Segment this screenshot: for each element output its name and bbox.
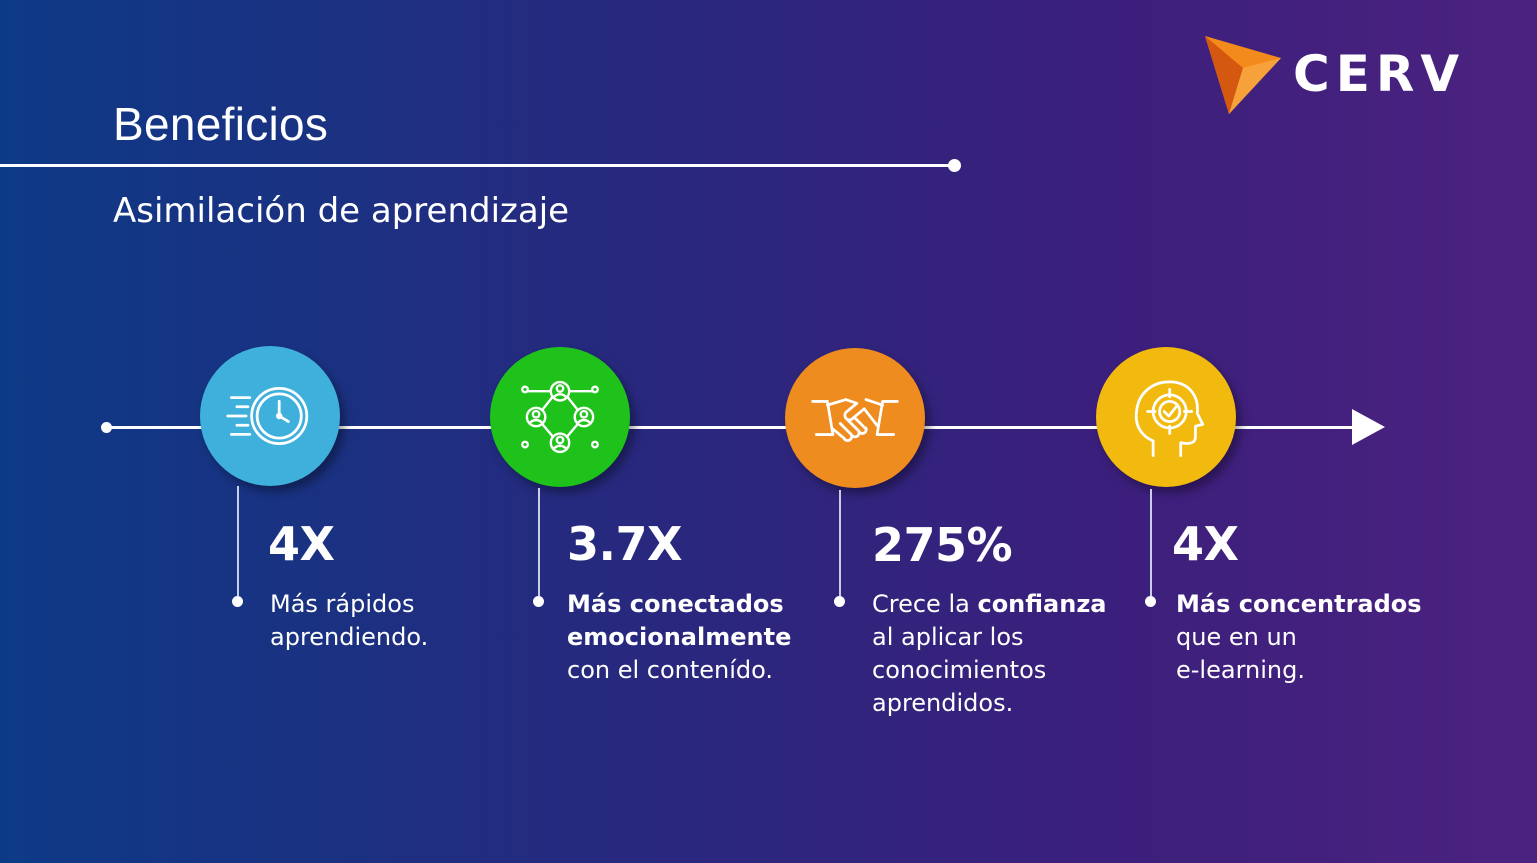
people-network-icon xyxy=(521,380,599,454)
benefit-4-value: 4X xyxy=(1172,517,1239,571)
benefit-1-stem xyxy=(237,486,239,596)
benefit-4-description: Más concentrados que en un e-learning. xyxy=(1176,588,1422,687)
benefit-3-line-4: aprendidos. xyxy=(872,689,1014,717)
benefit-4-line-2: que en un xyxy=(1176,623,1297,651)
benefit-2-circle xyxy=(490,347,630,487)
title-underline-end-dot xyxy=(948,159,961,172)
handshake-icon xyxy=(811,398,899,442)
benefit-1-dot xyxy=(232,596,243,607)
slide-title: Beneficios xyxy=(113,98,329,150)
cerv-logo: CERV xyxy=(1203,34,1487,116)
timeline-start-dot xyxy=(101,422,112,433)
benefit-2-line-2: emocionalmente xyxy=(567,623,792,651)
benefit-3-value: 275% xyxy=(872,518,1013,572)
benefit-3-circle xyxy=(785,348,925,488)
slide-subtitle: Asimilación de aprendizaje xyxy=(113,191,570,231)
benefit-2-line-3: con el contenído. xyxy=(567,656,774,684)
benefit-2-dot xyxy=(533,596,544,607)
benefit-1-line-1: Más rápidos xyxy=(270,590,415,618)
benefit-4-line-1: Más concentrados xyxy=(1176,590,1422,618)
benefit-3-stem xyxy=(839,490,841,596)
benefit-2-line-1: Más conectados xyxy=(567,590,784,618)
benefit-4-stem xyxy=(1150,489,1152,596)
benefit-4-dot xyxy=(1145,596,1156,607)
orange-triangle-logo-icon xyxy=(1205,36,1281,114)
benefit-1-description: Más rápidos aprendiendo. xyxy=(270,588,428,654)
benefit-1-line-2: aprendiendo. xyxy=(270,623,429,651)
benefit-4-circle xyxy=(1096,347,1236,487)
logo-wordmark: CERV xyxy=(1293,45,1466,103)
benefit-3-line-1: Crece la confianza xyxy=(872,590,1107,618)
benefit-1-value: 4X xyxy=(268,517,335,571)
title-underline xyxy=(0,164,954,167)
benefit-3-line-2: al aplicar los xyxy=(872,623,1024,651)
benefit-3-line-3: conocimientos xyxy=(872,656,1047,684)
benefit-3-description: Crece la confianza al aplicar los conoci… xyxy=(872,588,1107,720)
benefit-3-dot xyxy=(834,596,845,607)
benefit-1-circle xyxy=(200,346,340,486)
benefit-2-stem xyxy=(538,488,540,596)
benefit-4-line-3: e-learning. xyxy=(1176,656,1305,684)
timeline-arrow-head xyxy=(1352,409,1385,445)
benefit-2-value: 3.7X xyxy=(567,517,682,571)
fast-clock-icon xyxy=(226,387,309,445)
head-target-icon xyxy=(1134,380,1205,458)
benefit-2-description: Más conectados emocionalmente con el con… xyxy=(567,588,791,687)
timeline-axis xyxy=(106,426,1358,429)
